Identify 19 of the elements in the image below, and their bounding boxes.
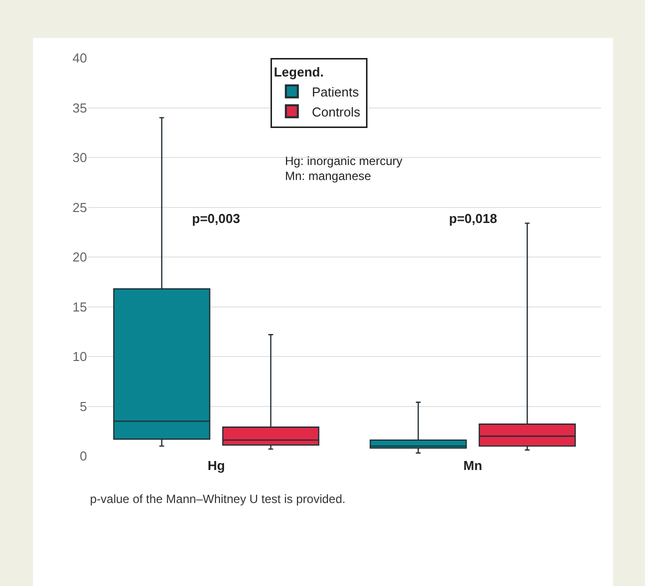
- x-tick-label: Hg: [208, 458, 225, 473]
- y-tick-label: 15: [72, 299, 87, 314]
- annotation: Hg: inorganic mercury: [285, 154, 402, 168]
- y-tick-label: 0: [80, 448, 87, 464]
- y-tick-label: 25: [72, 200, 87, 215]
- legend-label: Patients: [312, 84, 360, 100]
- legend-label: Controls: [312, 104, 361, 120]
- y-tick-label: 5: [80, 398, 87, 414]
- annotation: Mn: manganese: [285, 169, 372, 183]
- annotation: p=0,003: [192, 211, 240, 226]
- text: p-value of the Mann–Whitney U test is provided.: [90, 492, 346, 506]
- y-tick-label: 20: [72, 250, 87, 265]
- legend-title: Legend.: [274, 64, 324, 80]
- y-tick-label: 10: [72, 349, 87, 364]
- y-tick-label: 35: [72, 100, 87, 116]
- y-tick-label: 30: [72, 150, 87, 166]
- x-tick-label: Mn: [463, 458, 482, 473]
- y-tick-label: 40: [72, 50, 87, 66]
- annotation: p=0,018: [449, 211, 498, 226]
